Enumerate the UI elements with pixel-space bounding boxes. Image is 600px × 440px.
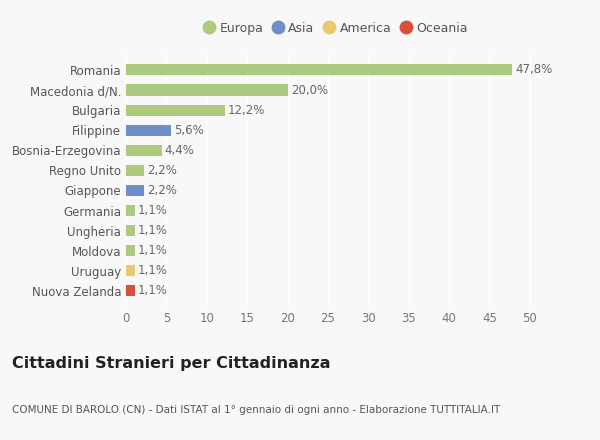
Bar xyxy=(126,84,287,95)
Text: 1,1%: 1,1% xyxy=(138,204,168,217)
Bar xyxy=(126,64,512,75)
Legend: Europa, Asia, America, Oceania: Europa, Asia, America, Oceania xyxy=(200,18,472,39)
Bar xyxy=(126,265,135,276)
Bar xyxy=(126,125,171,136)
Bar xyxy=(126,165,144,176)
Bar xyxy=(126,225,135,236)
Bar xyxy=(126,105,224,116)
Text: 1,1%: 1,1% xyxy=(138,224,168,237)
Text: 1,1%: 1,1% xyxy=(138,244,168,257)
Text: 47,8%: 47,8% xyxy=(515,63,553,77)
Text: 12,2%: 12,2% xyxy=(228,103,265,117)
Text: Cittadini Stranieri per Cittadinanza: Cittadini Stranieri per Cittadinanza xyxy=(12,356,331,371)
Text: 4,4%: 4,4% xyxy=(165,144,194,157)
Text: COMUNE DI BAROLO (CN) - Dati ISTAT al 1° gennaio di ogni anno - Elaborazione TUT: COMUNE DI BAROLO (CN) - Dati ISTAT al 1°… xyxy=(12,405,500,415)
Text: 2,2%: 2,2% xyxy=(147,164,177,177)
Text: 1,1%: 1,1% xyxy=(138,284,168,297)
Bar xyxy=(126,245,135,256)
Bar xyxy=(126,205,135,216)
Text: 1,1%: 1,1% xyxy=(138,264,168,277)
Text: 2,2%: 2,2% xyxy=(147,184,177,197)
Bar xyxy=(126,185,144,196)
Bar xyxy=(126,145,161,156)
Text: 5,6%: 5,6% xyxy=(175,124,204,137)
Text: 20,0%: 20,0% xyxy=(291,84,328,96)
Bar xyxy=(126,286,135,297)
